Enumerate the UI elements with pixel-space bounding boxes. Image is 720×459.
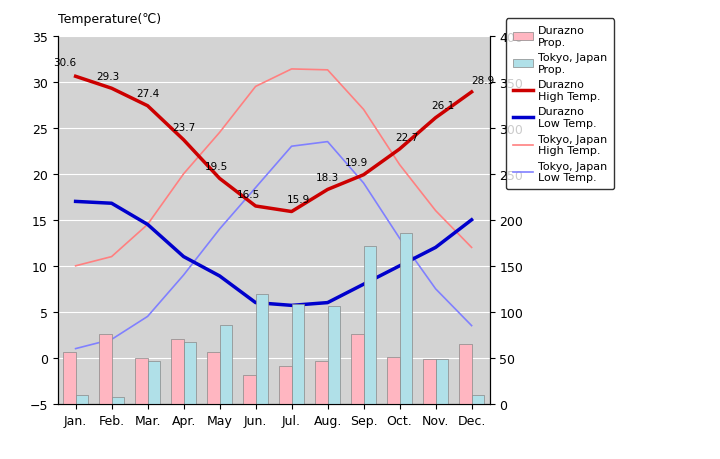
Bar — [63, 353, 76, 404]
Text: 15.9: 15.9 — [287, 195, 310, 205]
Text: 29.3: 29.3 — [96, 72, 120, 82]
Bar — [112, 397, 124, 404]
Bar — [400, 233, 412, 404]
Bar — [256, 295, 268, 404]
Text: 27.4: 27.4 — [136, 89, 159, 99]
Text: 19.9: 19.9 — [345, 158, 368, 168]
Bar — [364, 246, 376, 404]
Bar — [292, 304, 304, 404]
Text: 19.5: 19.5 — [204, 162, 228, 172]
Bar — [472, 395, 484, 404]
Text: 30.6: 30.6 — [53, 58, 76, 68]
Bar — [423, 359, 436, 404]
Bar — [243, 375, 256, 404]
Legend: Durazno
Prop., Tokyo, Japan
Prop., Durazno
High Temp., Durazno
Low Temp., Tokyo,: Durazno Prop., Tokyo, Japan Prop., Duraz… — [506, 19, 614, 190]
Bar — [148, 361, 160, 404]
Text: 26.1: 26.1 — [431, 101, 454, 111]
Text: 23.7: 23.7 — [172, 123, 195, 133]
Text: 28.9: 28.9 — [471, 75, 494, 85]
Text: 22.7: 22.7 — [395, 132, 418, 142]
Text: 18.3: 18.3 — [316, 173, 339, 183]
Bar — [99, 334, 112, 404]
Text: Temperature(℃): Temperature(℃) — [58, 13, 161, 26]
Bar — [315, 361, 328, 404]
Bar — [220, 325, 232, 404]
Bar — [459, 344, 472, 404]
Bar — [135, 358, 148, 404]
Bar — [184, 342, 196, 404]
Bar — [328, 307, 340, 404]
Bar — [207, 353, 220, 404]
Bar — [76, 395, 88, 404]
Bar — [387, 357, 400, 404]
Bar — [171, 340, 184, 404]
Bar — [279, 366, 292, 404]
Bar — [436, 359, 448, 404]
Bar — [351, 334, 364, 404]
Text: 16.5: 16.5 — [237, 189, 260, 199]
